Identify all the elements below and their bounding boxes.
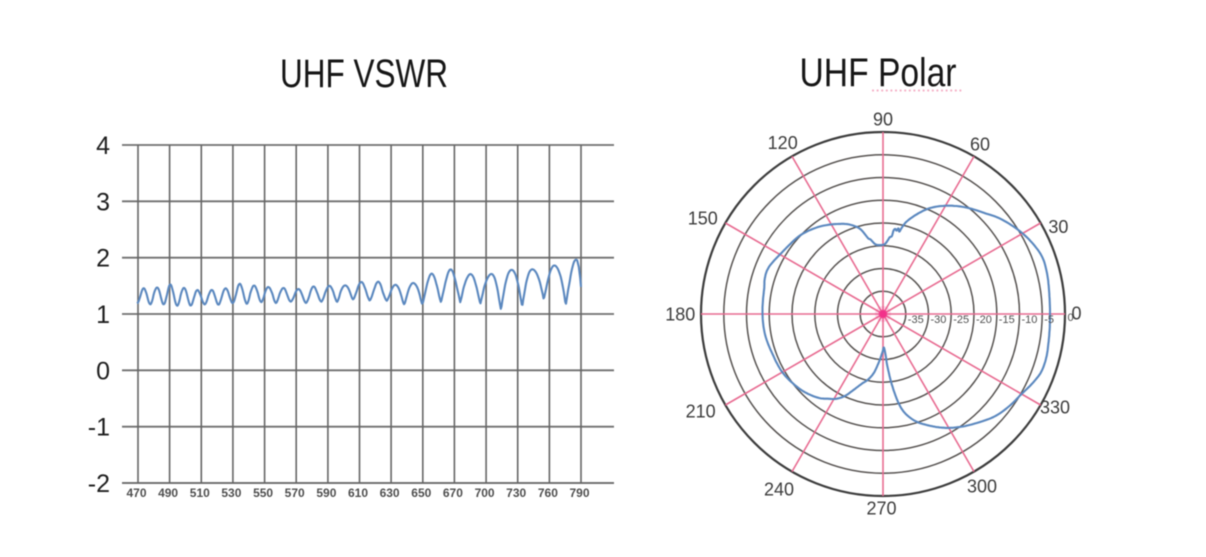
svg-text:700: 700 bbox=[475, 486, 495, 500]
svg-text:530: 530 bbox=[221, 486, 241, 500]
svg-text:650: 650 bbox=[411, 486, 431, 500]
svg-text:1: 1 bbox=[96, 301, 110, 329]
svg-text:330: 330 bbox=[1040, 398, 1070, 418]
svg-text:300: 300 bbox=[967, 477, 997, 497]
svg-text:760: 760 bbox=[538, 486, 558, 500]
svg-text:120: 120 bbox=[768, 133, 798, 153]
svg-text:30: 30 bbox=[1048, 217, 1068, 237]
svg-text:-35: -35 bbox=[908, 314, 924, 326]
svg-text:4: 4 bbox=[96, 132, 110, 160]
svg-text:670: 670 bbox=[443, 486, 463, 500]
svg-text:-5: -5 bbox=[1044, 314, 1054, 326]
svg-text:-20: -20 bbox=[976, 314, 992, 326]
svg-text:180: 180 bbox=[665, 305, 695, 325]
svg-text:630: 630 bbox=[380, 486, 400, 500]
svg-text:590: 590 bbox=[316, 486, 336, 500]
svg-text:60: 60 bbox=[970, 135, 990, 155]
svg-text:0: 0 bbox=[96, 357, 110, 385]
svg-text:270: 270 bbox=[866, 499, 896, 519]
svg-text:-15: -15 bbox=[999, 314, 1015, 326]
svg-text:470: 470 bbox=[126, 486, 146, 500]
svg-text:2: 2 bbox=[96, 245, 110, 273]
svg-text:-10: -10 bbox=[1022, 314, 1038, 326]
svg-text:730: 730 bbox=[506, 486, 526, 500]
svg-text:510: 510 bbox=[190, 486, 210, 500]
svg-text:0: 0 bbox=[1068, 312, 1074, 324]
svg-text:-25: -25 bbox=[953, 314, 969, 326]
svg-text:3: 3 bbox=[96, 188, 110, 216]
svg-text:-1: -1 bbox=[88, 414, 110, 442]
svg-text:240: 240 bbox=[764, 480, 794, 500]
svg-text:90: 90 bbox=[873, 110, 893, 130]
svg-text:0: 0 bbox=[1071, 304, 1081, 324]
svg-text:-2: -2 bbox=[88, 470, 110, 498]
svg-text:570: 570 bbox=[285, 486, 305, 500]
svg-text:210: 210 bbox=[686, 402, 716, 422]
svg-text:150: 150 bbox=[688, 209, 718, 229]
svg-text:-30: -30 bbox=[931, 314, 947, 326]
svg-text:UHF VSWR: UHF VSWR bbox=[280, 52, 448, 96]
svg-text:550: 550 bbox=[253, 486, 273, 500]
svg-text:490: 490 bbox=[158, 486, 178, 500]
svg-text:610: 610 bbox=[348, 486, 368, 500]
svg-text:790: 790 bbox=[569, 486, 589, 500]
svg-text:UHF Polar: UHF Polar bbox=[800, 51, 957, 95]
